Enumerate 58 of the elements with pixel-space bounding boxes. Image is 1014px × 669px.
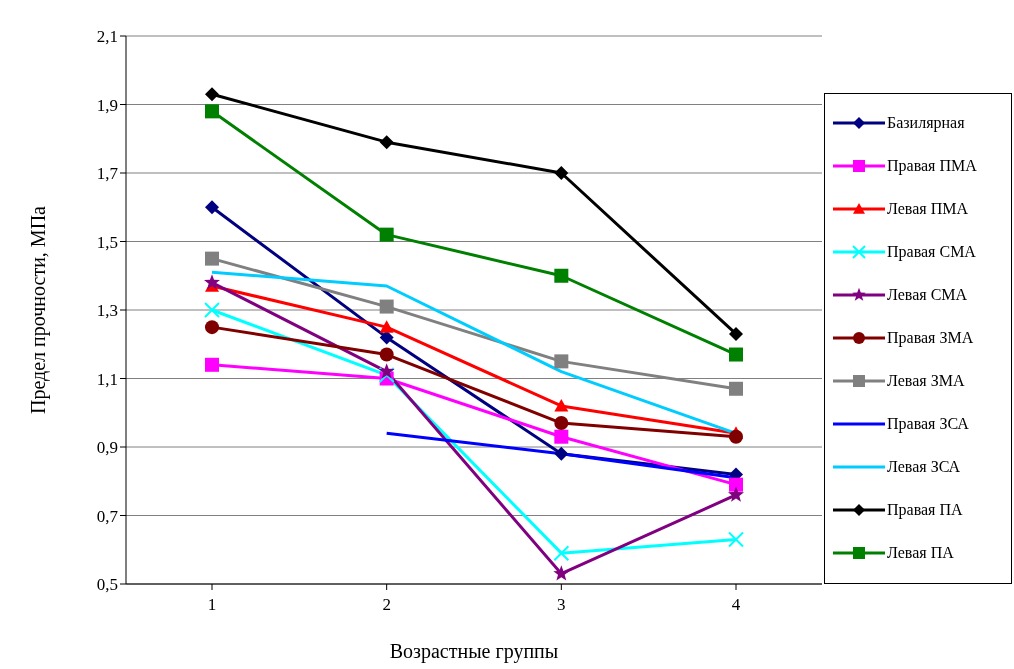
- legend-label: Правая ЗМА: [887, 329, 974, 347]
- point: [379, 227, 394, 242]
- point: [205, 200, 219, 215]
- point: [204, 302, 220, 318]
- legend-label: Левая ПА: [887, 544, 954, 562]
- x-tick-label: 2: [382, 595, 391, 615]
- point: [378, 363, 395, 379]
- point: [205, 87, 219, 102]
- point: [379, 330, 394, 345]
- y-tick-label: 1,9: [96, 95, 118, 115]
- x-tick-label: 1: [207, 595, 217, 615]
- point: [554, 166, 569, 180]
- legend-label: Правая ЗСА: [887, 415, 969, 433]
- point: [554, 446, 569, 461]
- y-tick-label: 1,5: [96, 232, 118, 252]
- point: [728, 486, 744, 502]
- y-axis-title: Предел прочности, МПа: [27, 205, 51, 414]
- point: [554, 268, 569, 283]
- point: [729, 326, 743, 341]
- point: [728, 531, 744, 548]
- point: [729, 381, 743, 396]
- point: [205, 320, 219, 335]
- point: [554, 354, 569, 369]
- y-tick-label: 1,3: [96, 301, 118, 321]
- y-tick-label: 0,7: [96, 506, 119, 526]
- legend-label: Левая ПМА: [887, 200, 968, 218]
- point: [553, 565, 570, 581]
- legend-label: Правая СМА: [887, 243, 976, 261]
- point: [729, 477, 743, 492]
- legend-label: Базилярная: [887, 114, 965, 132]
- point: [554, 416, 569, 431]
- point: [554, 429, 569, 444]
- y-tick-label: 0,9: [96, 438, 118, 458]
- x-axis-title: Возрастные группы: [389, 640, 559, 663]
- point: [554, 398, 569, 412]
- legend-label: Левая ЗМА: [887, 372, 965, 390]
- point: [378, 367, 395, 384]
- point: [379, 135, 394, 150]
- point: [204, 274, 220, 290]
- y-tick-label: 2,1: [96, 27, 118, 47]
- legend-label: Левая СМА: [887, 286, 968, 304]
- x-tick-label: 3: [557, 595, 566, 615]
- point: [379, 347, 394, 362]
- point: [205, 251, 219, 266]
- x-tick-label: 4: [731, 595, 741, 615]
- point: [729, 429, 743, 444]
- point: [553, 545, 570, 562]
- y-tick-label: 0,5: [96, 575, 118, 595]
- point: [379, 320, 394, 333]
- y-tick-label: 1,1: [96, 369, 118, 389]
- legend-label: Левая ЗСА: [887, 458, 961, 476]
- legend-label: Правая ПМА: [887, 157, 977, 175]
- point: [729, 347, 743, 362]
- point: [379, 299, 394, 314]
- point: [205, 104, 219, 119]
- legend-label: Правая ПА: [887, 501, 963, 519]
- point: [205, 357, 219, 372]
- y-tick-label: 1,7: [96, 164, 119, 184]
